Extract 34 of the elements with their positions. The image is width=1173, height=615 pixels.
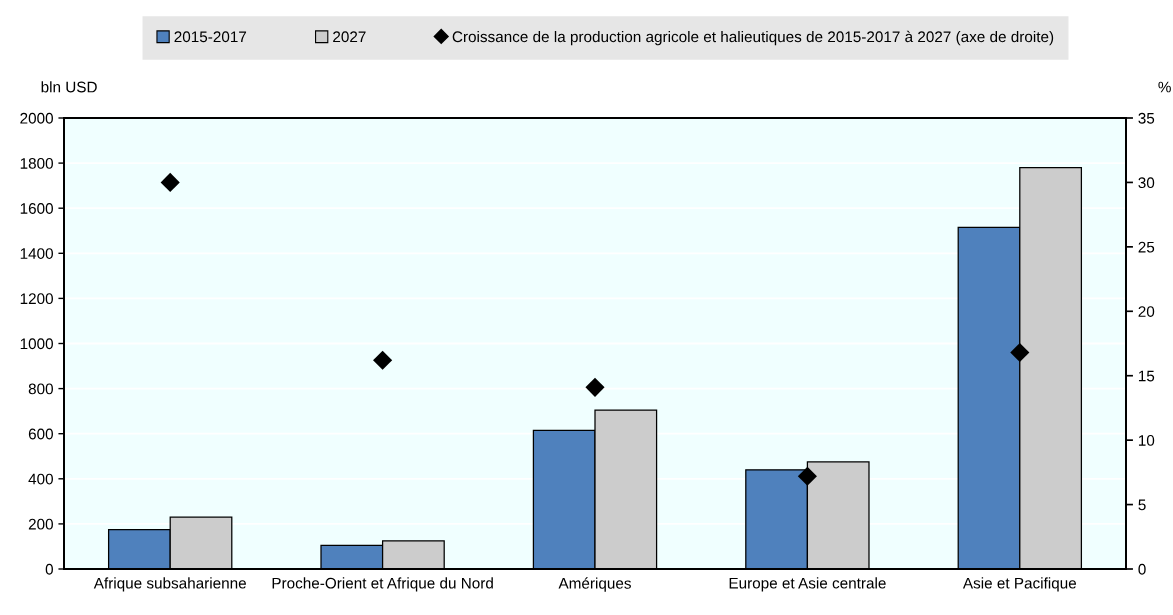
x-tick-label: Asie et Pacifique [962, 577, 1077, 592]
y-tick-label: 400 [28, 473, 53, 485]
point [1010, 342, 1030, 363]
y-tick-label: 200 [28, 518, 53, 530]
y2-tick-label: 25 [1138, 241, 1155, 253]
y-tick-label: 600 [28, 428, 53, 440]
y2-tick-label: 35 [1138, 112, 1155, 124]
y2-tick-label: 15 [1138, 370, 1155, 382]
legend-label: Croissance de la production agricole et halieutiques de 2015-2017 à 2027 (axe de droite) [452, 30, 1054, 46]
point [373, 350, 393, 370]
point [585, 377, 605, 397]
y-tick-label: 2000 [20, 112, 53, 124]
point [797, 466, 817, 486]
y-tick-label: 1200 [20, 293, 53, 305]
y-tick-label: 800 [28, 383, 53, 395]
y2-tick-label: 10 [1138, 435, 1155, 446]
legend-label: 2027 [333, 31, 366, 43]
y-tick-label: 1400 [20, 248, 53, 259]
y2-axis-title: % [1158, 81, 1171, 93]
y2-tick-label: 20 [1138, 306, 1155, 317]
x-tick-label: Europe et Asie centrale [729, 577, 886, 592]
point [160, 172, 180, 192]
y-axis-title: bln USD [41, 81, 97, 93]
y-tick-label: 1800 [20, 157, 53, 169]
legend-label: 2015-2017 [174, 31, 247, 43]
x-tick-label: Proche-Orient et Afrique du Nord [272, 577, 493, 592]
x-tick-label: Amériques [558, 577, 631, 592]
y-tick-label: 1600 [20, 203, 53, 214]
y-tick-label: 1000 [20, 338, 53, 350]
y-tick-label: 0 [45, 563, 53, 575]
y2-tick-label: 5 [1138, 499, 1146, 511]
y2-tick-label: 30 [1138, 177, 1155, 189]
x-tick-label: Afrique subsaharienne [93, 577, 246, 592]
y2-tick-label: 0 [1138, 563, 1146, 575]
